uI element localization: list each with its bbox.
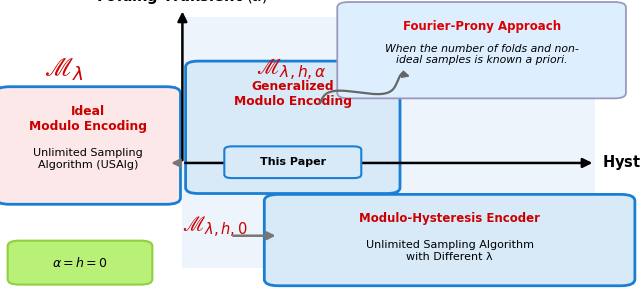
Text: Hysteresis $(h)$: Hysteresis $(h)$: [602, 153, 640, 173]
Text: $\mathscr{M}_{\lambda,h,0}$: $\mathscr{M}_{\lambda,h,0}$: [182, 214, 247, 239]
Text: $\mathscr{M}_{\lambda,h,\alpha}$: $\mathscr{M}_{\lambda,h,\alpha}$: [256, 57, 326, 83]
Text: $\alpha = h = 0$: $\alpha = h = 0$: [52, 255, 108, 270]
Text: $\mathscr{M}_{\lambda}$: $\mathscr{M}_{\lambda}$: [44, 56, 84, 83]
Text: Unlimited Sampling
Algorithm (USAlg): Unlimited Sampling Algorithm (USAlg): [33, 148, 143, 170]
Text: When the number of folds and non-
ideal samples is known a priori.: When the number of folds and non- ideal …: [385, 44, 579, 65]
FancyBboxPatch shape: [225, 146, 361, 178]
FancyBboxPatch shape: [0, 87, 180, 204]
Text: Fourier-Prony Approach: Fourier-Prony Approach: [403, 20, 561, 33]
FancyBboxPatch shape: [264, 194, 635, 286]
FancyBboxPatch shape: [8, 241, 152, 285]
Text: Unlimited Sampling Algorithm
with Different λ: Unlimited Sampling Algorithm with Differ…: [365, 240, 534, 262]
Text: Folding Transient $({\alpha})$: Folding Transient $({\alpha})$: [97, 0, 268, 6]
FancyBboxPatch shape: [182, 17, 595, 268]
Text: Generalized
Modulo Encoding: Generalized Modulo Encoding: [234, 80, 352, 108]
Text: This Paper: This Paper: [260, 157, 326, 167]
FancyBboxPatch shape: [186, 61, 400, 194]
Text: Ideal
Modulo Encoding: Ideal Modulo Encoding: [29, 105, 147, 133]
Text: Modulo-Hysteresis Encoder: Modulo-Hysteresis Encoder: [359, 212, 540, 226]
FancyBboxPatch shape: [337, 2, 626, 98]
